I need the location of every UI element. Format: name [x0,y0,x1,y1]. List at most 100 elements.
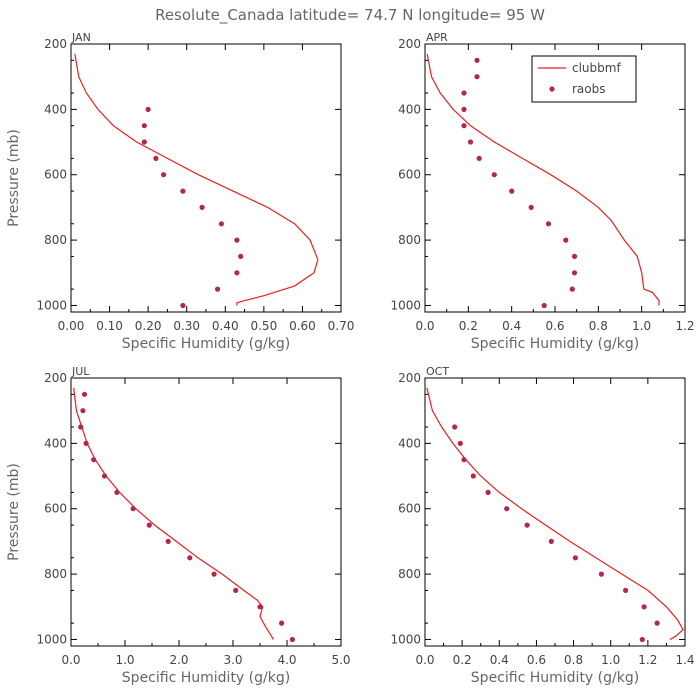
oct-xtick-label-2: 0.4 [490,653,509,667]
jan-xtick-label-2: 0.20 [135,319,162,333]
apr-xtick-label-6: 1.2 [675,319,694,333]
jul-xtick-label-2: 2.0 [169,653,188,667]
oct-raobs-point-5 [504,506,510,512]
apr-series-clubbmf-line [426,53,660,306]
oct-x-axis-label: Specific Humidity (g/kg) [471,670,639,686]
panel-jul: 0.0 1.0 2.0 3.0 4.0 5.0 200 400 600 800 1000 JUL Spe… [6,365,351,686]
oct-raobs-point-13 [639,636,645,643]
jan-raobs-point-5 [180,188,186,194]
apr-ytick-label-3: 800 [398,233,421,247]
jul-x-axis-label: Specific Humidity (g/kg) [122,670,290,686]
apr-raobs-point-9 [528,204,534,210]
jan-raobs-point-2 [141,139,147,145]
panel-oct: 0.0 0.2 0.4 0.6 0.8 1.0 1.2 1.4 200 400 600 800 1000… [390,365,694,686]
oct-raobs-point-12 [654,620,660,626]
jul-xtick-label-5: 5.0 [331,653,350,667]
apr-raobs-point-1 [474,74,480,80]
legend-clubbmf-label: clubbmf [572,61,621,75]
oct-xtick-label-5: 1.0 [601,653,620,667]
oct-raobs-point-11 [641,604,647,610]
apr-panel-title: APR [426,31,448,44]
jul-raobs-point-8 [146,522,152,528]
jul-xtick-label-0: 0.0 [61,653,80,667]
oct-ytick-label-4: 1000 [390,632,421,646]
jul-raobs-point-3 [83,440,89,446]
oct-series-clubbmf-line [426,387,684,641]
jul-raobs-point-0 [81,391,88,397]
jul-raobs-point-9 [165,538,171,545]
apr-raobs-point-5 [467,139,474,145]
jul-raobs-point-12 [233,587,239,594]
legend-raobs-swatch [549,86,555,92]
apr-legend: clubbmf raobs [531,55,637,103]
jan-xtick-label-4: 0.40 [212,319,239,333]
apr-raobs-point-14 [569,286,575,292]
jan-raobs-point-10 [234,270,240,276]
jan-raobs-point-8 [234,237,240,243]
oct-raobs-point-2 [461,457,467,463]
panel-apr: 0.0 0.2 0.4 0.6 0.8 1.0 1.2 200 400 600 800 1000 APR… [390,31,694,352]
oct-xtick-label-6: 1.2 [638,653,657,667]
oct-xtick-label-0: 0.0 [415,653,434,667]
jan-ytick-label-0: 200 [44,37,67,51]
apr-xtick-label-2: 0.4 [502,319,521,333]
oct-raobs-point-1 [457,440,463,446]
figure-title: Resolute_Canada latitude= 74.7 N longitu… [155,6,545,25]
jul-raobs-point-6 [114,489,120,495]
jul-ytick-label-3: 800 [44,567,67,581]
apr-raobs-point-11 [563,237,569,243]
oct-raobs-point-3 [470,473,476,479]
jan-panel-title: JAN [71,31,91,44]
jul-raobs-point-10 [187,555,193,561]
oct-raobs-point-9 [598,571,605,577]
jul-raobs-point-11 [211,571,217,577]
jul-ytick-label-1: 400 [44,436,67,450]
apr-raobs-point-6 [476,155,482,161]
apr-xtick-label-4: 0.8 [589,319,608,333]
jul-raobs-point-4 [91,457,97,463]
oct-raobs-point-7 [548,538,554,545]
jan-xtick-label-6: 0.60 [289,319,316,333]
oct-xtick-label-7: 1.4 [675,653,694,667]
jan-raobs-point-11 [215,286,221,292]
oct-ytick-label-3: 800 [398,567,421,581]
legend-box [531,55,637,103]
jan-raobs-point-7 [218,221,224,227]
jan-xtick-label-3: 0.30 [173,319,200,333]
apr-xtick-label-5: 1.0 [632,319,651,333]
oct-xtick-label-3: 0.6 [527,653,546,667]
jul-ytick-label-2: 600 [44,502,67,516]
apr-x-axis-label: Specific Humidity (g/kg) [471,336,639,352]
jul-raobs-point-5 [101,473,108,479]
oct-raobs-point-10 [623,587,629,594]
oct-ytick-label-2: 600 [398,502,421,516]
apr-xtick-label-3: 0.6 [545,319,564,333]
jul-xtick-label-4: 4.0 [277,653,296,667]
apr-raobs-point-4 [461,123,467,129]
oct-panel-title: OCT [426,365,449,378]
jan-raobs-point-12 [180,302,186,309]
jan-ytick-label-1: 400 [44,102,67,116]
apr-xtick-label-1: 0.2 [459,319,478,333]
jul-xtick-label-1: 1.0 [115,653,134,667]
apr-raobs-point-8 [509,188,515,194]
jan-y-axis-label: Pressure (mb) [6,129,22,227]
jul-series-clubbmf-line [73,387,275,640]
apr-xtick-label-0: 0.0 [415,319,434,333]
jan-raobs-point-9 [238,253,244,259]
oct-ytick-label-1: 400 [398,436,421,450]
jan-ytick-label-4: 1000 [36,298,67,312]
jan-xtick-label-7: 0.70 [328,319,355,333]
oct-xtick-label-1: 0.2 [453,653,472,667]
jan-ytick-label-2: 600 [44,168,67,182]
apr-raobs-point-7 [491,172,497,178]
apr-raobs-point-3 [461,106,467,112]
jan-ytick-label-3: 800 [44,233,67,247]
jul-raobs-point-13 [257,604,263,610]
oct-ytick-label-0: 200 [398,371,421,385]
apr-ytick-label-4: 1000 [390,298,421,312]
apr-raobs-point-13 [571,270,578,276]
apr-raobs-point-10 [545,221,552,227]
apr-ytick-label-0: 200 [398,37,421,51]
